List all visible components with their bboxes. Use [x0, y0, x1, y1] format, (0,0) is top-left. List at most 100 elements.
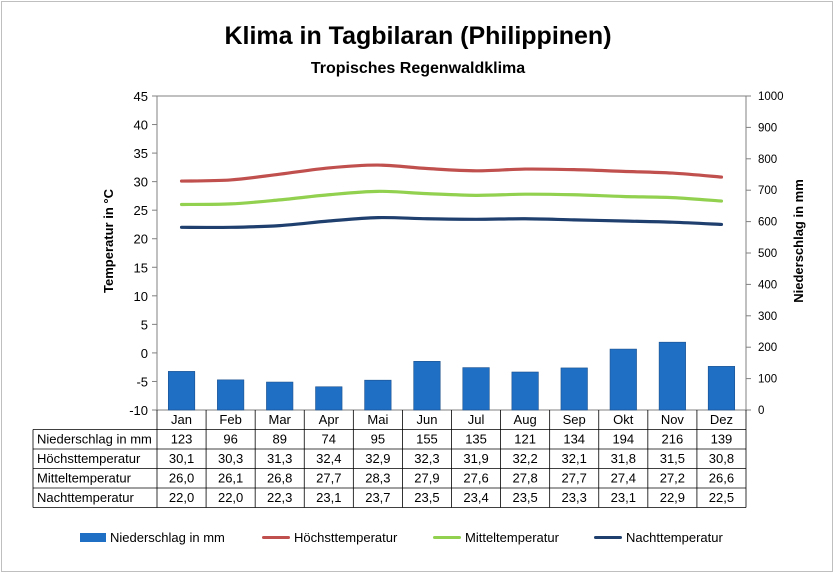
table-cell: 26,8	[267, 471, 292, 486]
table-cell: 216	[662, 432, 684, 447]
chart-subtitle: Tropisches Regenwaldklima	[310, 60, 526, 77]
right-tick-label: 900	[758, 122, 777, 134]
legend-line-swatch	[262, 536, 290, 539]
table-cell: 89	[272, 432, 286, 447]
chart-title: Klima in Tagbilaran (Philippinen)	[224, 22, 612, 50]
left-tick-label: 35	[134, 146, 148, 161]
month-label: Mai	[367, 412, 388, 427]
bar-niederschlag	[413, 361, 441, 411]
bar-niederschlag	[462, 367, 490, 411]
bar-niederschlag	[217, 379, 245, 411]
table-cell: 30,3	[218, 451, 243, 466]
month-label: Jan	[171, 412, 192, 427]
line-mitteltemperatur	[179, 189, 724, 207]
right-tick-label: 600	[758, 217, 777, 229]
table-cell: 121	[514, 432, 536, 447]
bar-niederschlag	[315, 386, 343, 411]
right-tick-label: 800	[758, 154, 777, 166]
table-cell: 31,8	[611, 451, 636, 466]
right-tick-label: 400	[758, 279, 777, 291]
right-tick-label: 300	[758, 311, 777, 323]
table-cell: 27,8	[512, 471, 537, 486]
table-cell: 23,4	[463, 490, 488, 505]
right-tick-label: 500	[758, 248, 777, 260]
right-axis-title: Niederschlag in mm	[791, 179, 806, 303]
month-label: Feb	[219, 412, 241, 427]
table-cell: 23,3	[562, 490, 587, 505]
table-cell: 96	[223, 432, 237, 447]
table-row-label: Höchsttemperatur	[37, 451, 141, 466]
table-cell: 32,3	[414, 451, 439, 466]
legend-label: Höchsttemperatur	[294, 530, 398, 545]
left-tick-label: 15	[134, 260, 148, 275]
left-tick-label: 5	[141, 317, 148, 332]
plot-area	[156, 95, 747, 411]
left-axis-title: Temperatur in °C	[101, 188, 116, 293]
table-cell: 27,4	[611, 471, 636, 486]
table-cell: 27,2	[660, 471, 685, 486]
table-cell: 123	[171, 432, 193, 447]
table-cell: 23,7	[365, 490, 390, 505]
month-label: Jun	[416, 412, 437, 427]
legend-line-swatch	[433, 536, 461, 539]
table-cell: 27,7	[562, 471, 587, 486]
bar-niederschlag	[560, 367, 588, 411]
table-cell: 32,4	[316, 451, 341, 466]
legend-item: Niederschlag in mm	[80, 530, 225, 545]
right-tick-label: 700	[758, 185, 777, 197]
left-tick-label: 45	[134, 89, 148, 104]
table-cell: 26,1	[218, 471, 243, 486]
table-cell: 32,1	[562, 451, 587, 466]
table-row-label: Mitteltemperatur	[37, 471, 132, 486]
table-cell: 31,3	[267, 451, 292, 466]
table-cell: 139	[711, 432, 733, 447]
table-cell: 32,2	[512, 451, 537, 466]
table-cell: 22,9	[660, 490, 685, 505]
table-cell: 22,5	[709, 490, 734, 505]
table-cell: 28,3	[365, 471, 390, 486]
table-cell: 22,0	[218, 490, 243, 505]
bar-niederschlag	[658, 341, 686, 411]
left-tick-label: -5	[136, 374, 148, 389]
line-hoechsttemperatur	[179, 163, 724, 183]
bar-niederschlag	[266, 381, 294, 411]
left-tick-label: -10	[129, 403, 148, 418]
table-cell: 23,5	[414, 490, 439, 505]
table-cell: 155	[416, 432, 438, 447]
bar-niederschlag	[609, 348, 637, 411]
table-cell: 194	[612, 432, 634, 447]
legend-label: Mitteltemperatur	[465, 530, 559, 545]
table-cell: 74	[322, 432, 336, 447]
table-row-label: Nachttemperatur	[37, 490, 134, 505]
month-label: Okt	[613, 412, 634, 427]
table-cell: 23,5	[512, 490, 537, 505]
right-tick-label: 0	[758, 405, 764, 417]
legend-label: Niederschlag in mm	[110, 530, 225, 545]
left-tick-label: 10	[134, 289, 148, 304]
right-tick-label: 200	[758, 342, 777, 354]
table-cell: 31,5	[660, 451, 685, 466]
left-tick-label: 25	[134, 203, 148, 218]
left-tick-label: 0	[141, 346, 148, 361]
table-cell: 31,9	[463, 451, 488, 466]
table-cell: 134	[563, 432, 585, 447]
table-cell: 95	[371, 432, 385, 447]
month-label: Mar	[269, 412, 292, 427]
table-cell: 26,6	[709, 471, 734, 486]
table-cell: 22,3	[267, 490, 292, 505]
month-label: Sep	[563, 412, 586, 427]
table-cell: 23,1	[316, 490, 341, 505]
bar-niederschlag	[364, 379, 392, 411]
table-cell: 26,0	[169, 471, 194, 486]
bar-niederschlag	[167, 371, 196, 411]
line-nachttemperatur	[179, 215, 724, 230]
right-tick-label: 100	[758, 374, 777, 386]
legend-item: Höchsttemperatur	[262, 530, 397, 545]
left-tick-label: 40	[134, 118, 148, 133]
table-cell: 30,1	[169, 451, 194, 466]
bar-niederschlag	[707, 366, 736, 411]
right-tick-label: 1000	[758, 91, 784, 103]
month-label: Jul	[468, 412, 485, 427]
